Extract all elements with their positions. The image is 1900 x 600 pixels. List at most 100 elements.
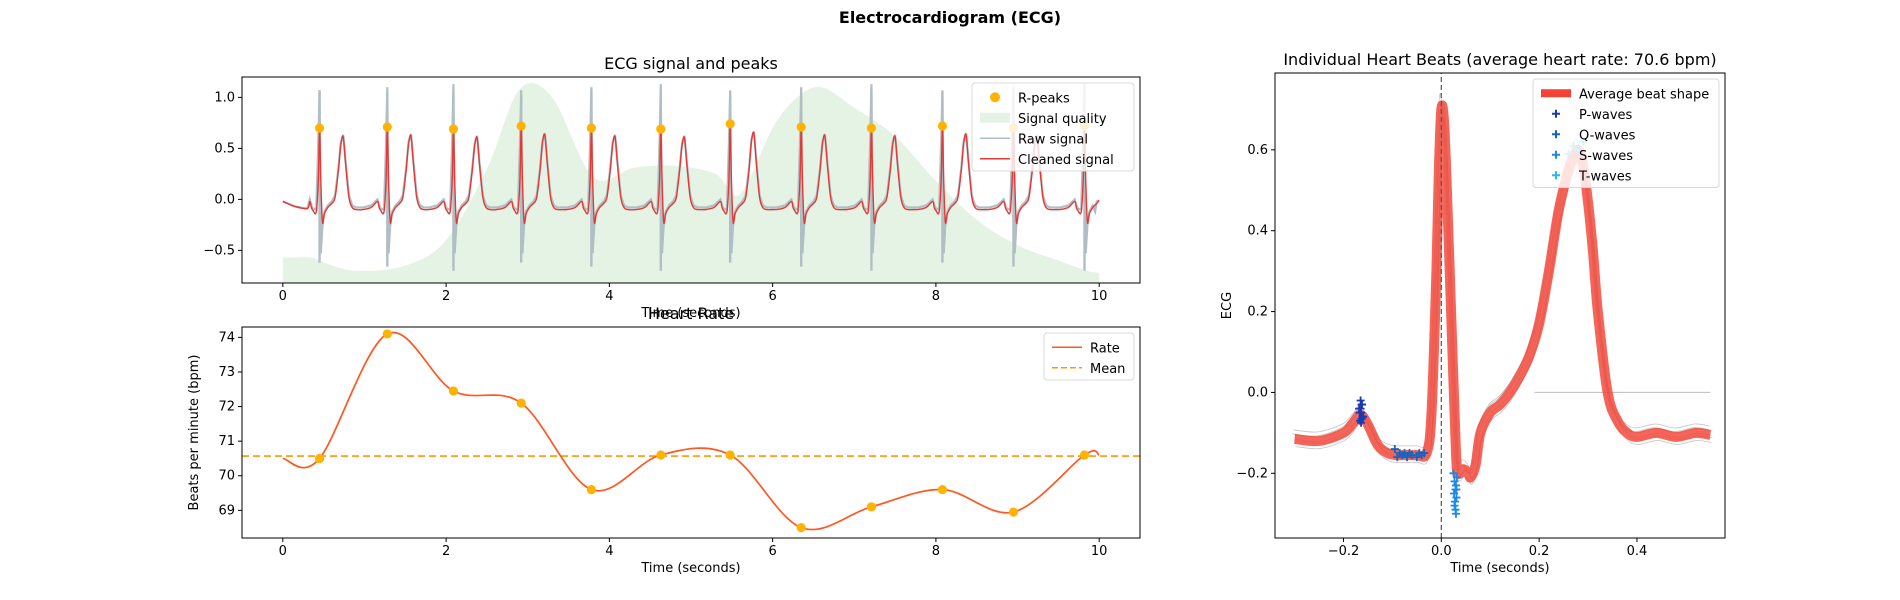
x-tick-label: 10	[1091, 544, 1108, 559]
rate-point	[796, 523, 806, 533]
y-tick-label: 69	[218, 503, 235, 518]
x-tick-label: 8	[932, 289, 940, 304]
raw-signal-line	[282, 84, 1100, 254]
s-wave-marker	[1452, 485, 1461, 494]
signal-quality-area	[282, 82, 1100, 283]
x-axis-label: Time (seconds)	[1449, 561, 1549, 576]
y-tick-label: 0.2	[1247, 305, 1268, 320]
x-tick-label: 0.4	[1627, 544, 1648, 559]
legend-label: P-waves	[1579, 108, 1633, 123]
rate-point	[937, 484, 948, 495]
q-wave-marker	[1403, 453, 1412, 462]
p-wave-marker	[1356, 404, 1365, 413]
q-wave-marker	[1393, 453, 1402, 462]
r-peak-point	[656, 124, 666, 134]
x-tick-label: 4	[605, 289, 613, 304]
p-wave-marker	[1357, 418, 1366, 427]
r-peak-point	[314, 123, 325, 133]
legend-label: Cleaned signal	[1018, 153, 1114, 168]
axes-ecg: 0 2 4 6 8 10 −0.5 0.0 0.5 1.0 ECG signal and peaks…	[203, 54, 1141, 321]
x-tick-label: 6	[768, 289, 776, 304]
x-tick-label: 0	[279, 289, 287, 304]
legend-label: Raw signal	[1018, 132, 1088, 147]
y-tick-label: 73	[218, 365, 235, 380]
axes-beats: −0.2 0.0 0.2 0.4 −0.2 0.0 0.2 0.4 0.6 Individual …	[1220, 50, 1726, 576]
legend-patch	[980, 112, 1010, 123]
rate-point	[725, 450, 735, 460]
r-peak-point	[937, 121, 948, 131]
x-tick-label: 8	[932, 544, 940, 559]
legend-label: S-waves	[1579, 149, 1633, 164]
p-wave-marker	[1355, 408, 1364, 417]
axes-title: Heart Rate	[648, 304, 734, 323]
cleaned-signal-line	[282, 123, 1100, 225]
s-wave-marker	[1450, 477, 1459, 486]
rate-point	[656, 450, 666, 460]
legend-marker	[1552, 150, 1560, 159]
s-wave-marker	[1452, 473, 1461, 482]
r-peak-point	[448, 124, 459, 134]
axes-title: ECG signal and peaks	[604, 54, 778, 73]
x-tick-label: 6	[768, 544, 776, 559]
y-tick-label: 71	[218, 434, 235, 449]
figure-suptitle: Electrocardiogram (ECG)	[838, 8, 1062, 27]
axes-title: Individual Heart Beats (average heart ra…	[1283, 50, 1716, 69]
plot-area-rate	[242, 329, 1140, 533]
plot-area-beats	[1292, 73, 1713, 538]
legend-label: Average beat shape	[1579, 87, 1709, 102]
legend-marker	[1552, 109, 1560, 118]
axes-frame	[1274, 72, 1726, 539]
x-tick-label: −0.2	[1328, 544, 1360, 559]
x-tick-label: 2	[442, 544, 450, 559]
r-peak-point	[516, 121, 526, 131]
y-tick-label: 0.4	[1247, 224, 1268, 239]
r-peak-point	[866, 123, 877, 133]
y-tick-label: 74	[218, 330, 235, 345]
legend-marker	[1552, 130, 1560, 139]
rate-point	[314, 453, 325, 464]
legend-frame	[971, 82, 1135, 172]
s-wave-marker	[1452, 493, 1461, 502]
rate-point	[866, 502, 877, 512]
legend: Average beat shape P-waves Q-waves S-waves T…	[1532, 78, 1720, 188]
y-tick-label: 0.0	[214, 192, 235, 207]
r-peak-point	[796, 122, 806, 132]
s-wave-marker	[1449, 469, 1458, 478]
y-tick-label: 0.5	[214, 141, 235, 156]
y-tick-label: 70	[218, 469, 235, 484]
q-wave-marker	[1420, 449, 1429, 458]
y-tick-label: −0.5	[203, 243, 235, 258]
s-wave-marker	[1450, 489, 1459, 498]
x-tick-label: 10	[1091, 289, 1108, 304]
legend: R-peaks Signal quality Raw signal Cleaned s…	[971, 82, 1135, 172]
y-tick-label: 0.6	[1247, 143, 1268, 158]
p-wave-marker	[1357, 400, 1366, 409]
y-tick-label: 72	[218, 400, 235, 415]
legend-label: Signal quality	[1018, 112, 1107, 127]
legend-marker	[990, 92, 1000, 103]
legend-label: Q-waves	[1579, 128, 1636, 143]
legend-marker	[1552, 171, 1560, 180]
legend: Rate Mean	[1043, 332, 1135, 381]
rate-point	[516, 398, 526, 408]
axes-frame	[241, 76, 1141, 284]
x-tick-label: 0.0	[1431, 544, 1452, 559]
rate-point	[1079, 450, 1090, 460]
q-wave-marker	[1390, 445, 1399, 454]
x-axis-label: Time (seconds)	[640, 561, 740, 576]
rate-point	[382, 329, 392, 339]
y-axis-label: ECG	[1220, 292, 1235, 319]
x-axis-label: Time (seconds)	[640, 306, 740, 321]
r-peak-point	[382, 122, 392, 132]
rate-point	[586, 484, 597, 495]
x-tick-label: 2	[442, 289, 450, 304]
r-peak-point	[725, 119, 735, 129]
x-tick-label: 4	[605, 544, 613, 559]
s-wave-marker	[1451, 509, 1460, 518]
legend-label: T-waves	[1578, 169, 1632, 184]
q-wave-marker	[1412, 453, 1421, 462]
r-peak-point	[586, 123, 597, 133]
legend-label: Rate	[1090, 341, 1120, 356]
x-tick-label: 0	[279, 544, 287, 559]
